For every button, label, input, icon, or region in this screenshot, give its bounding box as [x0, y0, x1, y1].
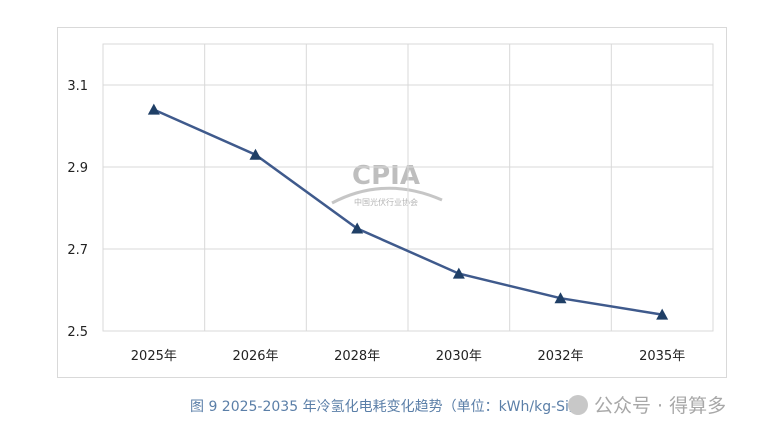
- data-point-marker: [351, 222, 364, 234]
- x-tick-label: 2032年: [537, 349, 583, 364]
- svg-text:CPIA: CPIA: [352, 161, 420, 191]
- x-tick-label: 2035年: [639, 349, 685, 364]
- y-tick-label: 2.5: [67, 325, 88, 340]
- cpia-logo: CPIA 中国光伏行业协会: [331, 161, 443, 207]
- figure-caption: 图 9 2025-2035 年冷氢化电耗变化趋势（单位：kWh/kg-Si）: [190, 399, 583, 415]
- series-line: [153, 108, 663, 316]
- data-point-marker: [452, 267, 465, 279]
- wechat-icon: [568, 395, 588, 415]
- data-point-marker: [554, 292, 567, 304]
- watermark-text: 公众号 · 得算多: [594, 395, 727, 417]
- x-tick-label: 2026年: [232, 349, 278, 364]
- watermark: 公众号 · 得算多: [568, 391, 726, 418]
- x-tick-label: 2025年: [131, 349, 177, 364]
- x-tick-label: 2030年: [436, 349, 482, 364]
- y-tick-label: 2.9: [67, 161, 88, 176]
- chart-frame: [57, 27, 727, 378]
- data-point-marker: [147, 103, 160, 115]
- y-tick-label: 3.1: [67, 79, 88, 94]
- data-point-marker: [656, 308, 669, 320]
- y-tick-label: 2.7: [67, 243, 88, 258]
- x-tick-label: 2028年: [334, 349, 380, 364]
- data-point-marker: [249, 148, 262, 160]
- svg-text:中国光伏行业协会: 中国光伏行业协会: [354, 197, 418, 207]
